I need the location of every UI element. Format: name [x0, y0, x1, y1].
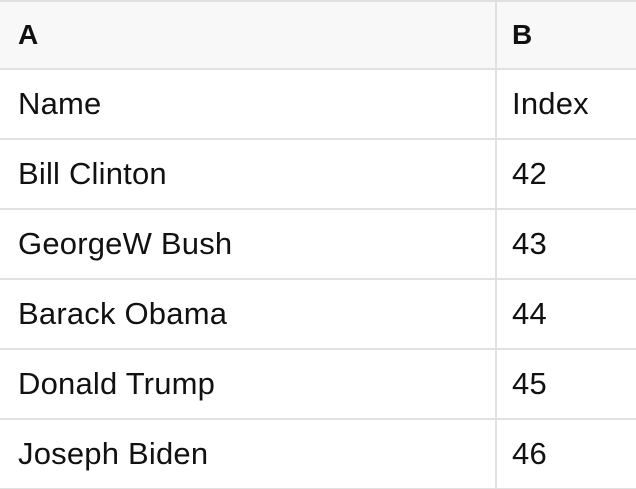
table-row: Name Index	[0, 70, 636, 140]
cell-col-b[interactable]: Index	[512, 86, 589, 121]
cell-col-a[interactable]: Name	[0, 70, 497, 138]
cell-col-a[interactable]: GeorgeW Bush	[0, 210, 497, 278]
cell-col-b[interactable]: 43	[512, 226, 547, 261]
table-row: Joseph Biden 46	[0, 420, 636, 489]
cell-col-a[interactable]: Joseph Biden	[0, 420, 497, 488]
table-row: GeorgeW Bush 43	[0, 210, 636, 280]
cell-col-b[interactable]: 42	[512, 156, 547, 191]
column-header-b[interactable]: B	[512, 19, 533, 50]
cell-col-a[interactable]: Barack Obama	[0, 280, 497, 348]
column-header-a[interactable]: A	[0, 2, 497, 68]
cell-col-a[interactable]: Donald Trump	[0, 350, 497, 418]
cell-col-b[interactable]: 45	[512, 366, 547, 401]
table-row: Bill Clinton 42	[0, 140, 636, 210]
column-header-row: A B	[0, 2, 636, 70]
cell-col-b[interactable]: 44	[512, 296, 547, 331]
table-row: Barack Obama 44	[0, 280, 636, 350]
cell-col-b[interactable]: 46	[512, 436, 547, 471]
table-row: Donald Trump 45	[0, 350, 636, 420]
cell-col-a[interactable]: Bill Clinton	[0, 140, 497, 208]
